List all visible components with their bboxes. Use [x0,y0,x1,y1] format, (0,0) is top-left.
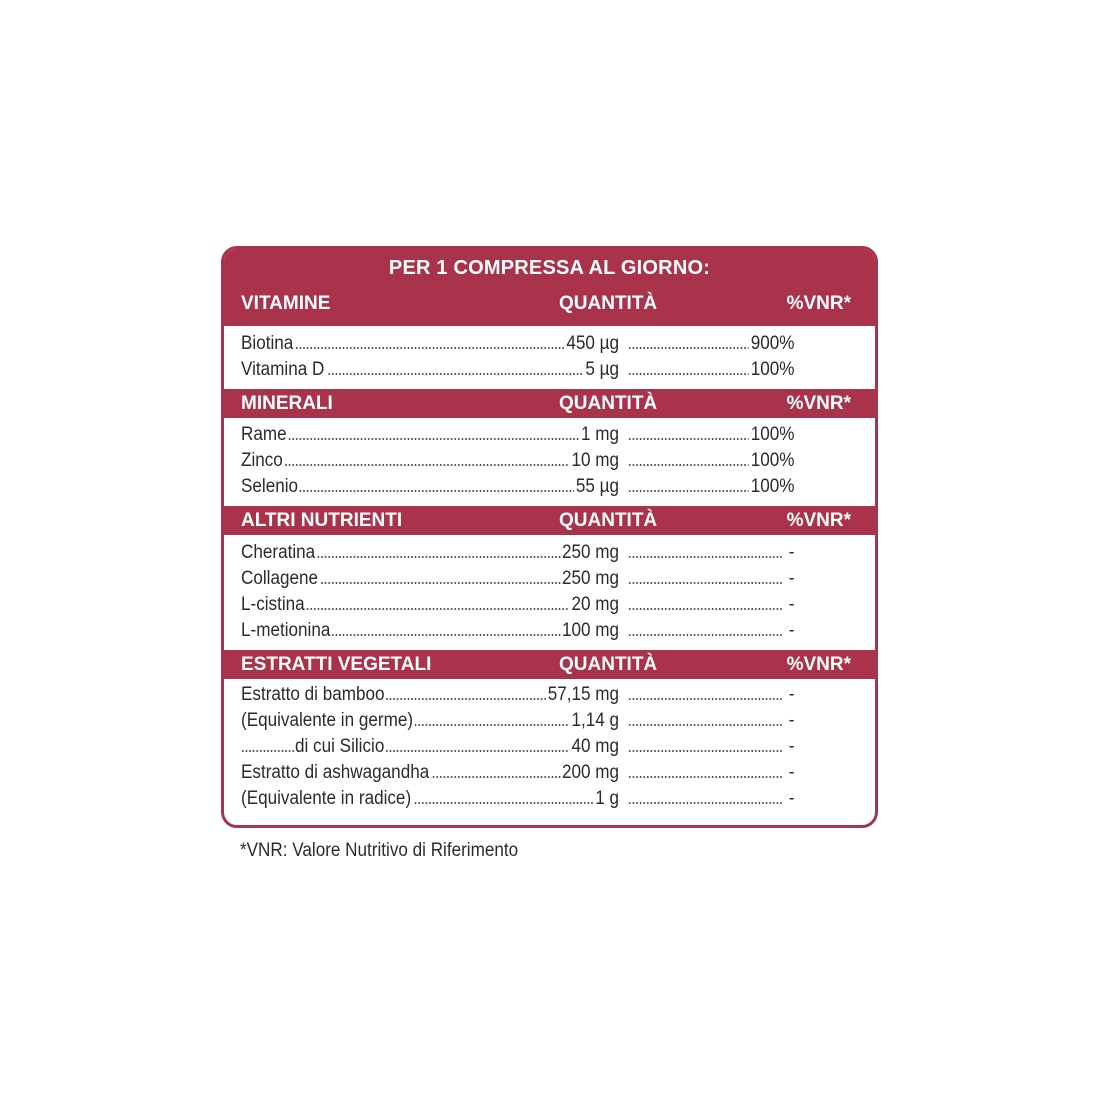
quantity-header: QUANTITÀ [559,293,658,314]
section-name: ESTRATTI VEGETALI [241,654,432,675]
nutrient-quantity: 5 µg [583,357,619,383]
nutrient-name: Estratto di bamboo [241,682,387,708]
nutrient-name: Cheratina [241,540,317,566]
table-row: Biotina 450 µg 900% [241,331,795,357]
table-row: Estratto di ashwagandha 200 mg - [241,760,795,786]
nutrient-name: (Equivalente in germe) [241,708,415,734]
vnr-header: %VNR* [786,654,851,675]
nutrient-name: Collagene [241,566,320,592]
quantity-header: QUANTITÀ [559,654,658,675]
nutrient-quantity: 200 mg [560,760,619,786]
vnr-header: %VNR* [786,293,851,314]
section-name: ALTRI NUTRIENTI [241,510,403,531]
nutrient-quantity: 250 mg [560,540,619,566]
nutrient-quantity: 1 mg [579,422,619,448]
vnr-header: %VNR* [786,510,851,531]
label-title: PER 1 COMPRESSA AL GIORNO: [388,257,711,279]
nutrient-vnr: - [787,708,795,734]
table-row: Cheratina 250 mg - [241,540,795,566]
nutrient-name: Selenio [241,474,300,500]
table-row: Selenio 55 µg 100% [241,474,795,500]
nutrient-vnr: 100% [748,422,795,448]
table-row: (Equivalente in germe) 1,14 g - [241,708,795,734]
nutrient-name: Rame [241,422,289,448]
section-header-altri-nutrienti: ALTRI NUTRIENTI QUANTITÀ %VNR* [224,506,875,535]
nutrient-vnr: - [787,734,795,760]
nutrient-quantity: 10 mg [569,448,619,474]
table-row: Vitamina D 5 µg 100% [241,357,795,383]
nutrient-quantity: 20 mg [569,592,619,618]
nutrient-quantity: 250 mg [560,566,619,592]
nutrient-quantity: 1,14 g [569,708,619,734]
table-row: L-cistina 20 mg - [241,592,795,618]
nutrient-name: L-metionina [241,618,333,644]
quantity-header: QUANTITÀ [559,393,658,414]
table-row: Estratto di bamboo 57,15 mg - [241,682,795,708]
nutrient-quantity: 1 g [593,786,619,812]
nutrient-vnr: - [787,760,795,786]
section-header-estratti-vegetali: ESTRATTI VEGETALI QUANTITÀ %VNR* [224,650,875,679]
table-row: L-metionina 100 mg - [241,618,795,644]
nutrient-vnr: 100% [748,357,795,383]
section-header-minerali: MINERALI QUANTITÀ %VNR* [224,389,875,418]
nutrient-vnr: - [787,682,795,708]
quantity-header: QUANTITÀ [559,510,658,531]
nutrient-quantity: 40 mg [569,734,619,760]
nutrient-name: di cui Silicio [295,734,387,760]
nutrient-vnr: 100% [748,474,795,500]
nutrient-quantity: 57,15 mg [545,682,619,708]
section-header-vitamine: PER 1 COMPRESSA AL GIORNO: VITAMINE QUAN… [224,249,875,326]
table-row: di cui Silicio 40 mg - [241,734,795,760]
nutrient-quantity: 100 mg [560,618,619,644]
table-row: (Equivalente in radice) 1 g - [241,786,795,812]
nutrient-vnr: - [787,540,795,566]
nutrient-name: Estratto di ashwagandha [241,760,432,786]
vnr-header: %VNR* [786,393,851,414]
nutrient-quantity: 55 µg [574,474,619,500]
nutrient-quantity: 450 µg [564,331,619,357]
nutrient-name: Biotina [241,331,296,357]
section-name: VITAMINE [241,293,331,314]
section-name: MINERALI [241,393,333,414]
nutrient-name: Zinco [241,448,285,474]
nutrient-vnr: 100% [748,448,795,474]
nutrient-vnr: 900% [748,331,795,357]
nutrient-name: (Equivalente in radice) [241,786,413,812]
table-row: Collagene 250 mg - [241,566,795,592]
nutrient-name: Vitamina D [241,357,327,383]
footnote: *VNR: Valore Nutritivo di Riferimento [240,840,519,861]
nutrient-vnr: - [787,618,795,644]
nutrient-name: L-cistina [241,592,307,618]
nutrient-vnr: - [787,786,795,812]
table-row: Zinco 10 mg 100% [241,448,795,474]
nutrient-vnr: - [787,592,795,618]
table-row: Rame 1 mg 100% [241,422,795,448]
nutrition-label: PER 1 COMPRESSA AL GIORNO: VITAMINE QUAN… [221,246,878,828]
nutrient-vnr: - [787,566,795,592]
